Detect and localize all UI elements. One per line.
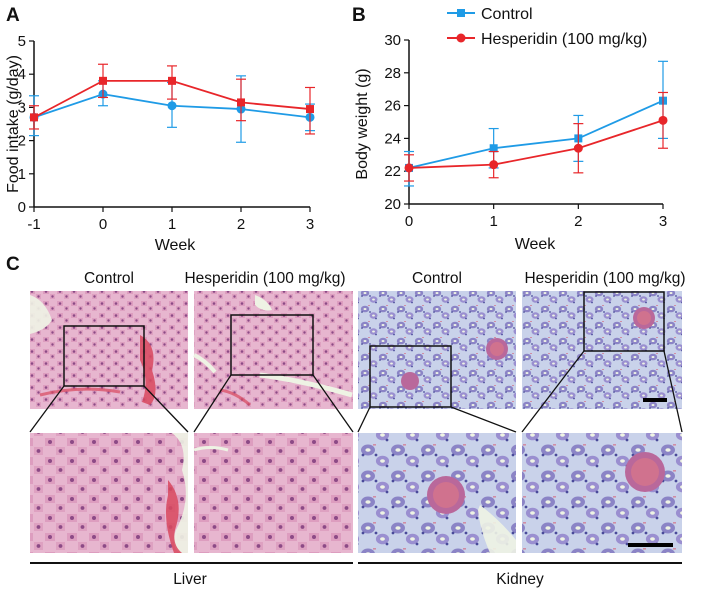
charta-hesperidin-point: [237, 98, 245, 107]
kidney-hesperidin-zoom: [522, 433, 682, 553]
charta-x-tick-label: 1: [168, 216, 176, 233]
legend: Control Hesperidin (100 mg/kg): [447, 6, 647, 48]
liver-control-zoom: [30, 433, 188, 553]
body-weight-x-axis-title: Week: [515, 236, 557, 253]
kidney-hesperidin-inset-box: [583, 291, 665, 352]
panel-letter-b: B: [352, 5, 366, 26]
kidney-hesperidin-micrograph: [522, 291, 682, 409]
charta-y-tick-label: 1: [18, 166, 26, 183]
chartb-x-tick-label: 2: [574, 213, 582, 230]
charta-y-tick-label: 2: [18, 133, 26, 150]
chartb-hesperidin-point: [658, 115, 668, 125]
chartb-x-tick-label: 0: [405, 213, 413, 230]
kidney-control-micrograph: [358, 291, 516, 409]
panel-letter-c: C: [6, 254, 20, 275]
charta-hesperidin-point: [168, 76, 176, 85]
chartb-y-tick-label: 30: [384, 32, 401, 49]
charta-y-tick-label: 0: [18, 199, 26, 216]
charta-y-tick-label: 4: [18, 66, 26, 83]
body-weight-y-axis-title: Body weight (g): [354, 68, 371, 179]
liver-hesperidin-inset-box: [230, 314, 314, 376]
kidney-control-zoom: [358, 433, 516, 553]
chartb-y-tick-label: 26: [384, 98, 401, 115]
chartb-x-tick-label: 1: [489, 213, 497, 230]
charta-x-tick-label: -1: [27, 216, 40, 233]
food-intake-y-axis-title: Food intake (g/day): [5, 55, 22, 193]
chartb-hesperidin-point: [489, 160, 499, 170]
chartb-x-tick-label: 3: [659, 213, 667, 230]
liver-label: Liver: [173, 571, 207, 588]
body-weight-chart: Body weight (g) Week 20 22 24 26 28 30 0 1 2 3: [354, 32, 668, 253]
chartb-control-point: [489, 144, 498, 153]
kidney-control-inset-box: [369, 345, 452, 408]
chartb-hesperidin-line: [408, 119, 664, 169]
chartb-y-tick-label: 24: [384, 130, 401, 147]
histology-panel: Control Hesperidin (100 mg/kg) Control H…: [29, 270, 686, 588]
charta-y-tick-label: 5: [18, 33, 26, 50]
charta-x-tick-label: 2: [237, 216, 245, 233]
chartb-y-tick-label: 28: [384, 65, 401, 82]
chartb-hesperidin-point: [404, 163, 414, 173]
charta-hesperidin-point: [30, 113, 38, 122]
legend-hesperidin-circle-icon: [456, 33, 466, 43]
kidney-label: Kidney: [496, 571, 544, 588]
charta-control-point: [167, 101, 177, 111]
legend-control-label: Control: [481, 6, 533, 23]
liver-hesperidin-zoom: [193, 433, 353, 553]
legend-control-square-icon: [457, 9, 465, 17]
liver-hesperidin-micrograph: [193, 291, 353, 409]
histo-label-kidney-control: Control: [412, 270, 462, 287]
charta-x-tick-label: 0: [99, 216, 107, 233]
charta-hesperidin-point: [99, 76, 107, 85]
histo-label-kidney-hesperidin: Hesperidin (100 mg/kg): [524, 270, 685, 287]
chartb-control-line: [408, 99, 664, 169]
chartb-y-tick-label: 22: [384, 163, 401, 180]
charta-hesperidin-point: [306, 105, 314, 114]
legend-hesperidin-label: Hesperidin (100 mg/kg): [481, 31, 647, 48]
charta-x-tick-label: 3: [306, 216, 314, 233]
chartb-hesperidin-point: [573, 143, 583, 153]
histo-label-liver-hesperidin: Hesperidin (100 mg/kg): [184, 270, 345, 287]
liver-control-inset-box: [63, 325, 145, 387]
food-intake-x-axis-title: Week: [155, 237, 197, 254]
panel-letter-a: A: [6, 5, 20, 26]
zoom-connectors: [29, 350, 683, 433]
histo-label-liver-control: Control: [84, 270, 134, 287]
chartb-y-tick-label: 20: [384, 196, 401, 213]
liver-control-micrograph: [30, 291, 188, 409]
charta-y-tick-label: 3: [18, 99, 26, 116]
